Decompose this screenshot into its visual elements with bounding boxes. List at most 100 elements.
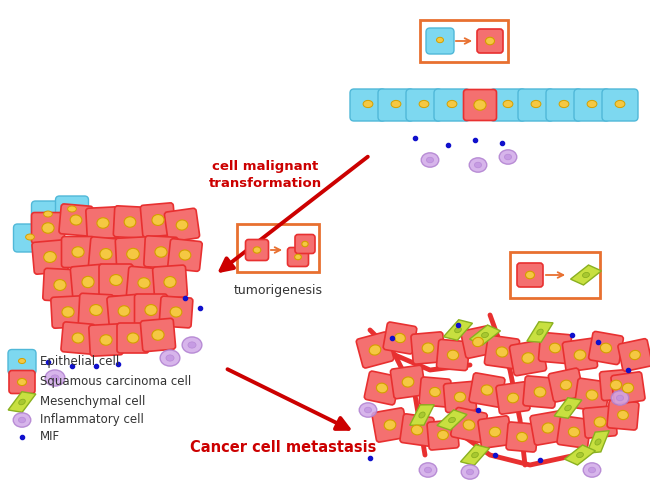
Ellipse shape	[630, 350, 640, 360]
Ellipse shape	[588, 467, 595, 473]
Ellipse shape	[82, 277, 94, 288]
FancyBboxPatch shape	[237, 224, 319, 272]
Ellipse shape	[54, 279, 66, 290]
Ellipse shape	[152, 330, 164, 340]
FancyBboxPatch shape	[61, 322, 95, 354]
Ellipse shape	[127, 333, 139, 343]
Ellipse shape	[25, 234, 34, 240]
Ellipse shape	[463, 420, 474, 430]
Ellipse shape	[164, 277, 176, 287]
FancyBboxPatch shape	[583, 406, 617, 438]
Ellipse shape	[486, 37, 495, 45]
Ellipse shape	[496, 347, 508, 357]
FancyBboxPatch shape	[420, 20, 508, 62]
Ellipse shape	[568, 427, 580, 437]
FancyBboxPatch shape	[107, 294, 141, 328]
Ellipse shape	[100, 248, 112, 259]
FancyBboxPatch shape	[99, 264, 133, 296]
FancyBboxPatch shape	[140, 203, 176, 237]
FancyBboxPatch shape	[32, 240, 68, 274]
Ellipse shape	[182, 337, 202, 353]
Ellipse shape	[62, 307, 74, 317]
Ellipse shape	[110, 275, 122, 285]
Ellipse shape	[447, 100, 457, 108]
Text: Mesenchymal cell: Mesenchymal cell	[40, 396, 146, 408]
FancyBboxPatch shape	[434, 89, 470, 121]
FancyBboxPatch shape	[378, 89, 414, 121]
Ellipse shape	[508, 393, 519, 403]
FancyBboxPatch shape	[450, 407, 488, 442]
FancyBboxPatch shape	[546, 89, 582, 121]
FancyBboxPatch shape	[518, 89, 554, 121]
Ellipse shape	[537, 329, 543, 335]
Ellipse shape	[145, 305, 157, 315]
FancyBboxPatch shape	[159, 296, 193, 328]
Ellipse shape	[517, 432, 527, 442]
Text: Squamous carcinoma cell: Squamous carcinoma cell	[40, 375, 191, 389]
Ellipse shape	[623, 383, 634, 393]
FancyBboxPatch shape	[602, 89, 638, 121]
FancyBboxPatch shape	[135, 294, 168, 326]
Ellipse shape	[19, 399, 25, 405]
Ellipse shape	[472, 452, 478, 458]
Ellipse shape	[474, 100, 486, 110]
Ellipse shape	[160, 350, 180, 366]
Polygon shape	[571, 265, 601, 285]
Ellipse shape	[44, 251, 57, 262]
FancyBboxPatch shape	[463, 90, 497, 121]
Ellipse shape	[359, 403, 377, 417]
FancyBboxPatch shape	[127, 266, 162, 300]
Ellipse shape	[302, 241, 308, 246]
FancyBboxPatch shape	[477, 29, 503, 53]
FancyBboxPatch shape	[406, 89, 442, 121]
Ellipse shape	[595, 439, 601, 445]
FancyBboxPatch shape	[246, 240, 268, 260]
FancyBboxPatch shape	[443, 381, 476, 413]
Ellipse shape	[474, 162, 482, 168]
FancyBboxPatch shape	[79, 293, 114, 327]
Ellipse shape	[419, 412, 425, 418]
FancyBboxPatch shape	[562, 338, 597, 372]
Ellipse shape	[467, 469, 474, 475]
Ellipse shape	[426, 157, 434, 163]
FancyBboxPatch shape	[384, 322, 417, 354]
FancyBboxPatch shape	[86, 207, 120, 239]
Ellipse shape	[253, 247, 261, 253]
FancyBboxPatch shape	[411, 332, 445, 364]
FancyBboxPatch shape	[43, 268, 77, 302]
Text: Epithelial cell: Epithelial cell	[40, 356, 119, 369]
Ellipse shape	[422, 343, 434, 353]
FancyBboxPatch shape	[113, 206, 147, 238]
Ellipse shape	[447, 350, 459, 360]
Ellipse shape	[391, 100, 401, 108]
Ellipse shape	[179, 250, 191, 260]
Ellipse shape	[454, 392, 465, 402]
Ellipse shape	[587, 100, 597, 108]
Ellipse shape	[583, 463, 601, 477]
Ellipse shape	[411, 425, 422, 435]
FancyBboxPatch shape	[59, 204, 93, 236]
FancyBboxPatch shape	[523, 376, 557, 408]
Ellipse shape	[610, 380, 621, 390]
FancyBboxPatch shape	[478, 416, 512, 448]
FancyBboxPatch shape	[8, 349, 36, 374]
Polygon shape	[443, 320, 473, 340]
Ellipse shape	[127, 248, 139, 260]
FancyBboxPatch shape	[419, 377, 451, 407]
Ellipse shape	[90, 305, 102, 315]
Ellipse shape	[437, 37, 443, 43]
Polygon shape	[527, 322, 553, 342]
FancyBboxPatch shape	[426, 28, 454, 54]
Polygon shape	[565, 445, 595, 465]
FancyBboxPatch shape	[517, 263, 543, 287]
FancyBboxPatch shape	[599, 369, 632, 400]
FancyBboxPatch shape	[115, 237, 151, 271]
Ellipse shape	[376, 383, 387, 393]
FancyBboxPatch shape	[557, 416, 591, 448]
FancyBboxPatch shape	[575, 378, 610, 412]
Ellipse shape	[504, 154, 512, 160]
Ellipse shape	[618, 410, 629, 420]
FancyBboxPatch shape	[153, 265, 187, 299]
Ellipse shape	[363, 100, 373, 108]
FancyBboxPatch shape	[618, 338, 650, 371]
